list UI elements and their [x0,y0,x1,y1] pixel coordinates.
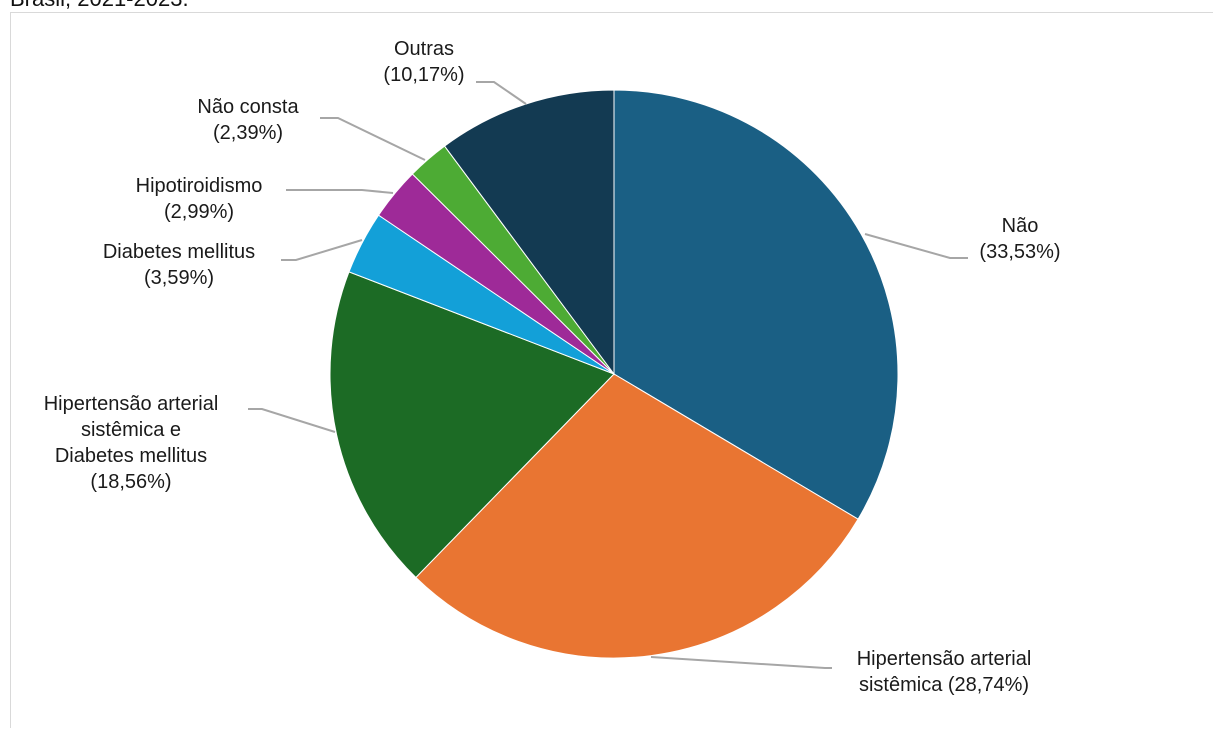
leader-line [248,408,336,433]
slice-label-line: sistêmica (28,74%) [859,674,1029,696]
slice-label-line: (2,39%) [213,122,283,144]
slice-label-line: sistêmica e [81,419,181,441]
chart-caption: Brasil, 2021-2023. [10,0,189,12]
slice-label: Hipotiroidismo (2,99%) [136,175,263,223]
slice-label-line: Não [1002,215,1039,237]
pie-slice [415,373,859,659]
slice-label-line: Hipotiroidismo [136,175,263,197]
slice-label-line: (33,53%) [979,241,1060,263]
leader-line [286,189,394,194]
slice-label: Não (33,53%) [979,215,1060,263]
leader-line [864,233,968,259]
slice-label-line: (18,56%) [90,471,171,493]
pie-slice [443,89,615,376]
slice-label-line: (3,59%) [144,267,214,289]
pie-slice [613,89,899,520]
slice-label-line: Outras [394,38,454,60]
slice-label-line: Diabetes mellitus [55,445,207,467]
slice-label: Não consta (2,39%) [197,96,299,144]
slice-label: Diabetes mellitus (3,59%) [103,241,255,289]
chart-frame [10,12,1213,728]
slice-label: Outras (10,17%) [383,38,464,86]
slice-label-line: (10,17%) [383,64,464,86]
pie-slice [329,271,615,579]
slice-label-line: Hipertensão arterial [44,393,219,415]
slice-label-line: Diabetes mellitus [103,241,255,263]
slice-label-line: Não consta [197,96,299,118]
slice-label: Hipertensão arterial sistêmica (28,74%) [857,648,1032,696]
leader-line [650,656,832,669]
leader-line [320,117,426,161]
leader-line [476,81,527,105]
leader-line [281,239,363,261]
slice-label-line: Hipertensão arterial [857,648,1032,670]
slice-label-line: (2,99%) [164,201,234,223]
slice-label: Hipertensão arterial sistêmica e Diabetes … [44,393,219,493]
